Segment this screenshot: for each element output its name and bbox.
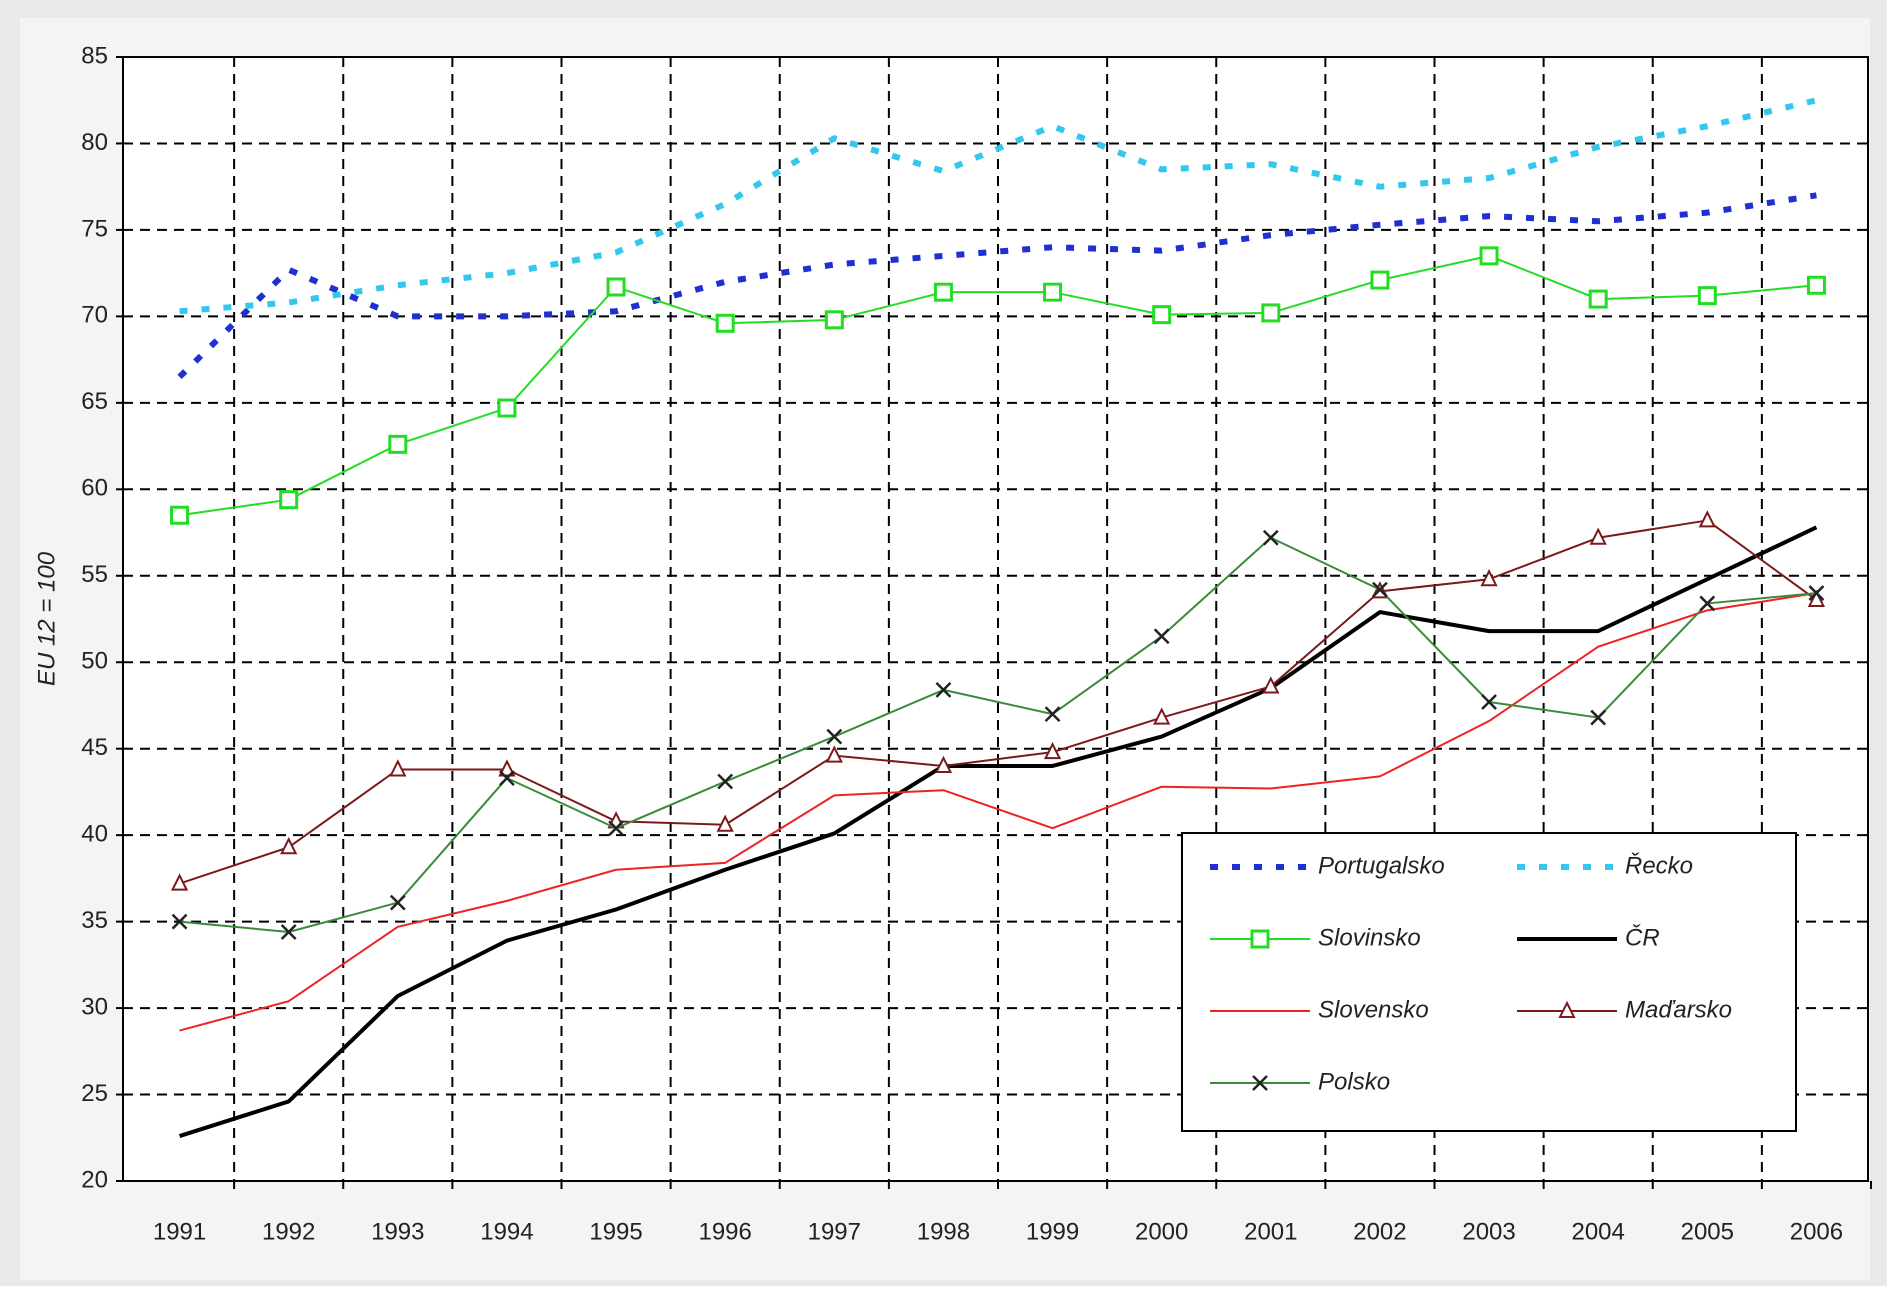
- y-tick-label: 60: [81, 475, 108, 502]
- x-tick-label: 2001: [1244, 1218, 1297, 1245]
- marker-square: [1152, 305, 1172, 325]
- marker-square: [497, 398, 517, 418]
- marker-x: [1699, 595, 1716, 612]
- marker-x: [826, 728, 843, 745]
- series-line: [178, 525, 1818, 1138]
- y-tick-label: 65: [81, 388, 108, 415]
- marker-triangle: [1807, 589, 1826, 607]
- y-tick-label: 30: [81, 993, 108, 1020]
- marker-triangle: [825, 745, 843, 763]
- x-tick-label: 1994: [480, 1218, 533, 1245]
- marker-triangle: [1043, 741, 1062, 760]
- y-tick-label: 35: [81, 907, 108, 934]
- marker-triangle: [389, 759, 407, 777]
- marker-square: [1250, 929, 1270, 949]
- x-tick-label: 2003: [1462, 1218, 1515, 1245]
- marker-x: [1044, 706, 1061, 722]
- marker-square: [1697, 286, 1717, 306]
- y-tick-label: 45: [81, 734, 108, 761]
- marker-triangle: [1698, 510, 1716, 528]
- marker-triangle: [1480, 568, 1498, 587]
- legend-label: ČR: [1625, 923, 1660, 951]
- y-tick-label: 85: [81, 42, 108, 69]
- marker-square: [279, 490, 299, 510]
- series-line: [179, 519, 1818, 885]
- x-tick-label: 1991: [153, 1218, 206, 1245]
- marker-triangle: [716, 814, 734, 832]
- y-tick-label: 20: [81, 1166, 108, 1193]
- y-tick-label: 50: [81, 648, 108, 675]
- series-line: [179, 254, 1817, 517]
- marker-square: [933, 282, 953, 302]
- marker-x: [717, 773, 734, 790]
- legend-box: [1181, 832, 1797, 1132]
- marker-triangle: [1262, 676, 1280, 694]
- marker-square: [1261, 303, 1281, 323]
- x-tick-label: 2006: [1790, 1218, 1843, 1245]
- series-line: [179, 97, 1818, 315]
- marker-square: [1588, 289, 1608, 309]
- marker-x: [935, 682, 952, 698]
- y-tick-label: 25: [81, 1080, 108, 1107]
- marker-square: [1479, 246, 1499, 266]
- x-tick-label: 1993: [371, 1218, 424, 1245]
- legend-label: Portugalsko: [1318, 852, 1445, 879]
- marker-triangle: [280, 837, 298, 855]
- series-line: [179, 592, 1817, 1032]
- x-tick-label: 2004: [1571, 1218, 1624, 1245]
- x-tick-label: 2000: [1135, 1218, 1188, 1245]
- legend-label: Slovinsko: [1318, 924, 1421, 951]
- marker-x: [280, 924, 297, 940]
- y-tick-label: 55: [81, 561, 108, 588]
- marker-triangle: [1153, 707, 1171, 725]
- marker-triangle: [498, 759, 516, 777]
- legend-label: Řecko: [1625, 852, 1693, 879]
- marker-x: [389, 894, 406, 911]
- marker-square: [170, 505, 190, 525]
- marker-triangle: [170, 873, 189, 891]
- y-tick-label: 40: [81, 820, 108, 847]
- marker-x: [1153, 628, 1170, 645]
- legend-label: Polsko: [1318, 1068, 1390, 1095]
- marker-x: [1262, 529, 1279, 546]
- y-tick-label: 70: [81, 302, 108, 329]
- marker-x: [1808, 585, 1825, 601]
- marker-square: [1806, 275, 1826, 295]
- series-line: [179, 536, 1817, 933]
- marker-x: [499, 770, 515, 786]
- marker-x: [1252, 1075, 1268, 1091]
- marker-square: [606, 277, 626, 297]
- marker-triangle: [1589, 527, 1607, 545]
- marker-x: [1590, 709, 1607, 726]
- marker-square: [824, 310, 844, 330]
- x-tick-label: 1997: [808, 1218, 861, 1245]
- y-tick-label: 75: [81, 215, 108, 242]
- marker-square: [715, 313, 735, 333]
- marker-square: [1043, 282, 1063, 302]
- marker-x: [171, 913, 188, 930]
- x-tick-label: 1999: [1026, 1218, 1079, 1245]
- x-tick-label: 1992: [262, 1218, 315, 1245]
- marker-x: [1372, 581, 1388, 598]
- x-tick-label: 1998: [917, 1218, 970, 1245]
- marker-triangle: [934, 755, 953, 773]
- x-tick-label: 1996: [698, 1218, 751, 1245]
- marker-square: [1370, 270, 1390, 290]
- marker-x: [1481, 694, 1497, 710]
- legend-label: Slovensko: [1318, 996, 1429, 1023]
- legend-label: Maďarsko: [1625, 996, 1732, 1023]
- y-tick-label: 80: [81, 129, 108, 156]
- marker-x: [608, 820, 624, 837]
- marker-square: [388, 434, 408, 454]
- x-tick-label: 2002: [1353, 1218, 1406, 1245]
- marker-triangle: [1558, 1000, 1576, 1018]
- x-tick-label: 2005: [1681, 1218, 1734, 1245]
- x-tick-label: 1995: [589, 1218, 642, 1245]
- y-axis-label: EU 12 = 100: [33, 551, 60, 686]
